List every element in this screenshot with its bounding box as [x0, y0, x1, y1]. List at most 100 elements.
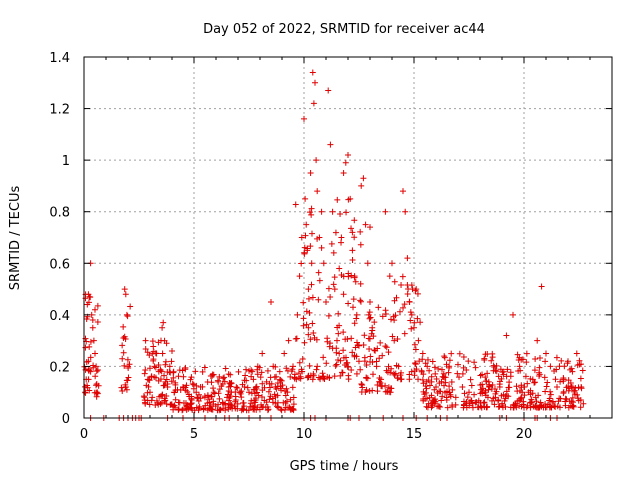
- data-point-cloud: [505, 393, 512, 400]
- data-point-cloud: [490, 395, 497, 402]
- data-point-cloud: [401, 301, 408, 308]
- data-point-cloud: [480, 400, 487, 407]
- data-point-cloud: [148, 374, 155, 381]
- data-point-cloud: [383, 344, 390, 351]
- data-point-cloud: [503, 388, 510, 395]
- data-point-cloud: [352, 278, 359, 285]
- data-point-cloud: [172, 379, 179, 386]
- data-point: [356, 342, 362, 349]
- data-point: [543, 350, 549, 357]
- data-point: [294, 311, 301, 318]
- data-point-cloud: [225, 391, 232, 398]
- data-point-cloud: [485, 386, 492, 393]
- data-point-cloud: [407, 309, 414, 316]
- data-point-cloud: [374, 382, 381, 389]
- data-point-cloud: [441, 354, 448, 361]
- data-point-cloud: [308, 281, 315, 288]
- data-point-cloud: [163, 376, 170, 383]
- data-point-cloud: [562, 395, 569, 402]
- data-point: [89, 324, 96, 331]
- data-point: [503, 332, 510, 339]
- data-point: [303, 221, 310, 228]
- data-point-cloud: [155, 339, 162, 346]
- data-point-cloud: [274, 380, 281, 387]
- data-point: [364, 260, 371, 267]
- data-point-cloud: [518, 394, 525, 401]
- data-point-cloud: [303, 321, 310, 328]
- data-point-cloud: [335, 356, 342, 363]
- data-point-cloud: [417, 319, 424, 326]
- data-point-cloud: [501, 397, 508, 404]
- data-point-cloud: [332, 362, 339, 369]
- data-point-cloud: [430, 397, 437, 404]
- data-point-cloud: [354, 341, 361, 348]
- data-point-cloud: [82, 383, 89, 390]
- data-point-cloud: [325, 285, 332, 292]
- data-point-cloud: [348, 272, 355, 279]
- data-point-cloud: [428, 373, 435, 380]
- data-point-cloud: [345, 196, 352, 203]
- data-point-cloud: [363, 374, 370, 381]
- data-point-cloud: [125, 364, 132, 371]
- data-point: [459, 384, 466, 391]
- data-point-cloud: [448, 378, 455, 385]
- data-point-cloud: [214, 377, 221, 384]
- data-point-cloud: [531, 379, 538, 386]
- data-point-cloud: [162, 361, 169, 368]
- data-point-cloud: [156, 393, 163, 400]
- data-point-cloud: [323, 360, 330, 367]
- data-point-cloud: [289, 366, 296, 373]
- data-point-cloud: [456, 350, 463, 357]
- data-point-cloud: [125, 374, 132, 381]
- data-point-cloud: [406, 376, 413, 383]
- data-point-cloud: [93, 368, 100, 375]
- data-point-cloud: [301, 249, 308, 256]
- data-point-cloud: [120, 335, 127, 342]
- data-point-cloud: [414, 315, 421, 322]
- data-point-cloud: [120, 323, 127, 330]
- data-point-cloud: [188, 374, 195, 381]
- data-point-cloud: [351, 234, 358, 241]
- data-point-cloud: [384, 369, 391, 376]
- data-point-cloud: [245, 407, 252, 414]
- data-point-cloud: [308, 211, 315, 218]
- data-point: [358, 182, 365, 189]
- data-point-cloud: [308, 230, 315, 237]
- data-point-cloud: [162, 358, 169, 365]
- data-point-cloud: [570, 402, 577, 409]
- data-point-cloud: [440, 373, 447, 380]
- data-point: [160, 319, 167, 326]
- data-point-cloud: [516, 397, 523, 404]
- data-point-cloud: [170, 369, 177, 376]
- data-point-cloud: [126, 361, 133, 368]
- data-point-cloud: [435, 365, 442, 372]
- data-point-cloud: [493, 368, 500, 375]
- data-point-cloud: [227, 371, 234, 378]
- data-point-cloud: [95, 382, 102, 389]
- data-point-cloud: [447, 391, 454, 398]
- data-point-cloud: [361, 354, 368, 361]
- data-point: [424, 363, 431, 370]
- data-point-cloud: [549, 399, 556, 406]
- data-point-cloud: [142, 367, 149, 374]
- data-point-cloud: [313, 366, 320, 373]
- data-point-cloud: [290, 401, 297, 408]
- data-point-cloud: [353, 370, 360, 377]
- data-point-cloud: [146, 365, 153, 372]
- data-point-cloud: [434, 389, 441, 396]
- data-point-cloud: [401, 330, 408, 337]
- data-point: [336, 350, 343, 357]
- x-axis-label: GPS time / hours: [290, 459, 399, 474]
- data-point: [313, 157, 320, 164]
- data-point-cloud: [442, 379, 449, 386]
- data-point-cloud: [83, 359, 90, 366]
- data-point-cloud: [292, 201, 299, 208]
- data-point-cloud: [159, 350, 166, 357]
- data-point-cloud: [423, 403, 430, 410]
- data-point: [336, 265, 343, 272]
- data-point-cloud: [495, 397, 502, 404]
- data-point-cloud: [435, 403, 442, 410]
- data-point-cloud: [168, 378, 175, 385]
- data-point-cloud: [520, 398, 527, 405]
- data-point-cloud: [371, 319, 378, 326]
